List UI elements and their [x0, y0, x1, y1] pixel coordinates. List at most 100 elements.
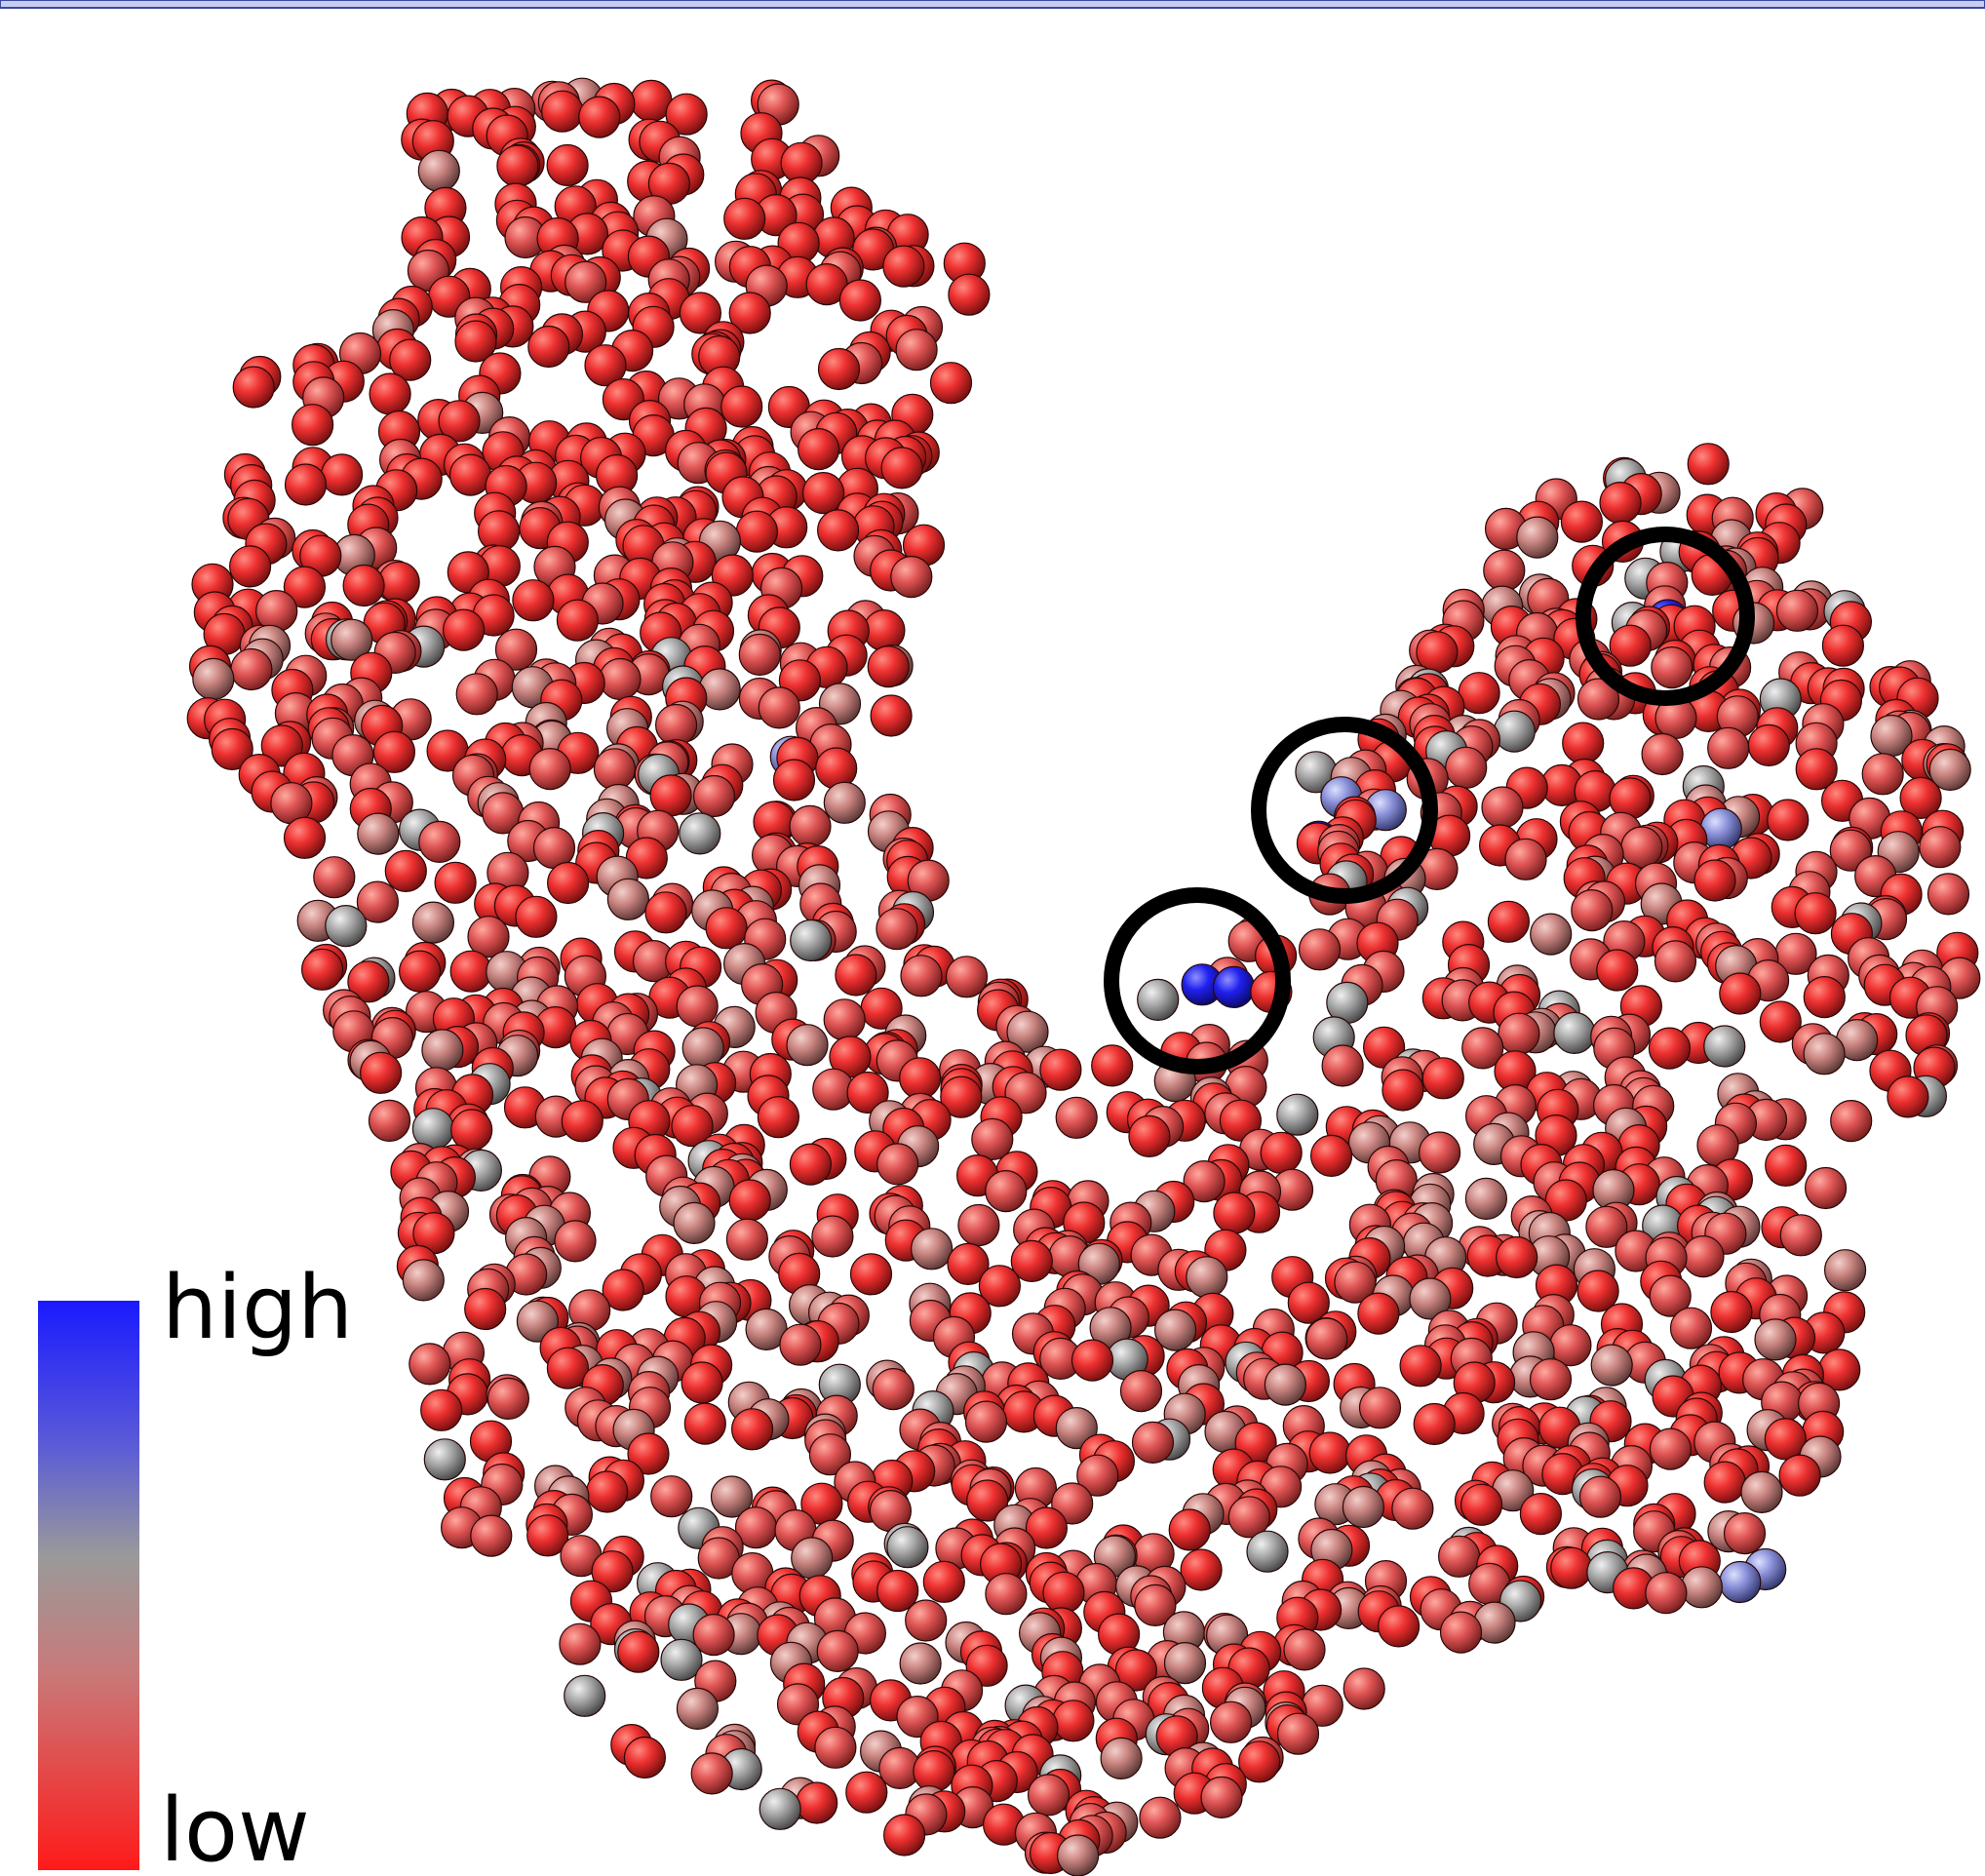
atom [1597, 950, 1638, 991]
atom [900, 1643, 941, 1684]
atom [579, 97, 620, 137]
atom [1652, 647, 1693, 688]
atom [1247, 1531, 1288, 1572]
atom [1888, 1076, 1928, 1117]
atom [790, 1144, 831, 1185]
atom [1862, 754, 1903, 795]
atom [896, 330, 937, 371]
atom [1187, 1257, 1227, 1298]
atom [1551, 1547, 1592, 1588]
atom [1306, 1318, 1347, 1359]
atom [724, 198, 765, 239]
atom [949, 274, 990, 315]
atom [451, 1110, 492, 1151]
atom [901, 956, 942, 997]
atom [780, 1324, 821, 1365]
atom [285, 817, 326, 858]
atom [1277, 1094, 1318, 1135]
atom [1101, 1738, 1142, 1778]
atom [651, 1476, 692, 1517]
atom [1140, 1797, 1181, 1838]
atom [1804, 1034, 1845, 1075]
atom [1822, 625, 1863, 666]
atom [846, 1772, 887, 1813]
atom [680, 813, 720, 854]
atom [1708, 727, 1749, 768]
atom [1092, 1045, 1133, 1086]
atom [645, 892, 686, 933]
atom [1804, 977, 1845, 1018]
atom [798, 429, 839, 470]
atom [400, 951, 441, 992]
atom [1300, 929, 1341, 970]
atom [1358, 1293, 1399, 1334]
atom [594, 749, 635, 790]
atom [450, 454, 491, 495]
atom [409, 1344, 450, 1385]
atom [418, 150, 459, 191]
atom [815, 1727, 856, 1768]
atom [1741, 1471, 1782, 1512]
atom [732, 1409, 773, 1450]
atom [193, 658, 234, 699]
atom [231, 649, 272, 690]
atom [824, 999, 865, 1040]
atom [1414, 1404, 1455, 1445]
atom [444, 609, 485, 650]
atom [424, 1439, 465, 1480]
atom [736, 511, 777, 552]
atom [1214, 966, 1255, 1007]
atom [1621, 827, 1662, 868]
atom [1711, 1292, 1752, 1333]
atom [1768, 800, 1809, 840]
atom [562, 1101, 603, 1142]
atom [1040, 1049, 1081, 1090]
atom [560, 1623, 601, 1664]
atom [1392, 1488, 1433, 1529]
atom [1655, 941, 1696, 982]
atom [790, 805, 831, 846]
atom [302, 949, 343, 990]
atom [914, 1751, 954, 1792]
atom [1683, 1236, 1724, 1277]
atom [1591, 1345, 1632, 1386]
atom [966, 1401, 1007, 1442]
atom [721, 386, 762, 427]
atom [839, 280, 880, 321]
atom [1072, 1340, 1113, 1381]
atom [947, 957, 988, 997]
atom [1825, 1250, 1866, 1291]
atom [887, 1527, 928, 1568]
atom [547, 145, 588, 186]
atom [900, 1058, 941, 1099]
atom [758, 1097, 798, 1138]
atom [456, 674, 497, 715]
atom [624, 1738, 665, 1778]
top-border [0, 0, 1985, 8]
atom [774, 760, 815, 801]
atom [1494, 711, 1535, 752]
atom [817, 1630, 858, 1671]
atom [1563, 723, 1604, 763]
atom [1780, 1215, 1821, 1256]
atom [1129, 1115, 1170, 1156]
atom [1649, 1028, 1690, 1069]
atom [1133, 1422, 1174, 1463]
atom [958, 1205, 999, 1246]
atom [986, 1574, 1027, 1615]
atom [819, 349, 860, 390]
atom [1831, 1101, 1872, 1142]
atom [694, 776, 735, 817]
atom [471, 1515, 512, 1556]
atom [1211, 1701, 1252, 1742]
atom [1795, 893, 1836, 934]
atom [1284, 1629, 1325, 1670]
atom [684, 1403, 725, 1444]
atom [600, 659, 641, 700]
atom [1121, 1371, 1162, 1412]
atom [1779, 1455, 1820, 1496]
atom [1422, 1058, 1463, 1099]
atom [1311, 1135, 1352, 1176]
atom [1379, 1606, 1420, 1647]
atom [1265, 1364, 1305, 1405]
